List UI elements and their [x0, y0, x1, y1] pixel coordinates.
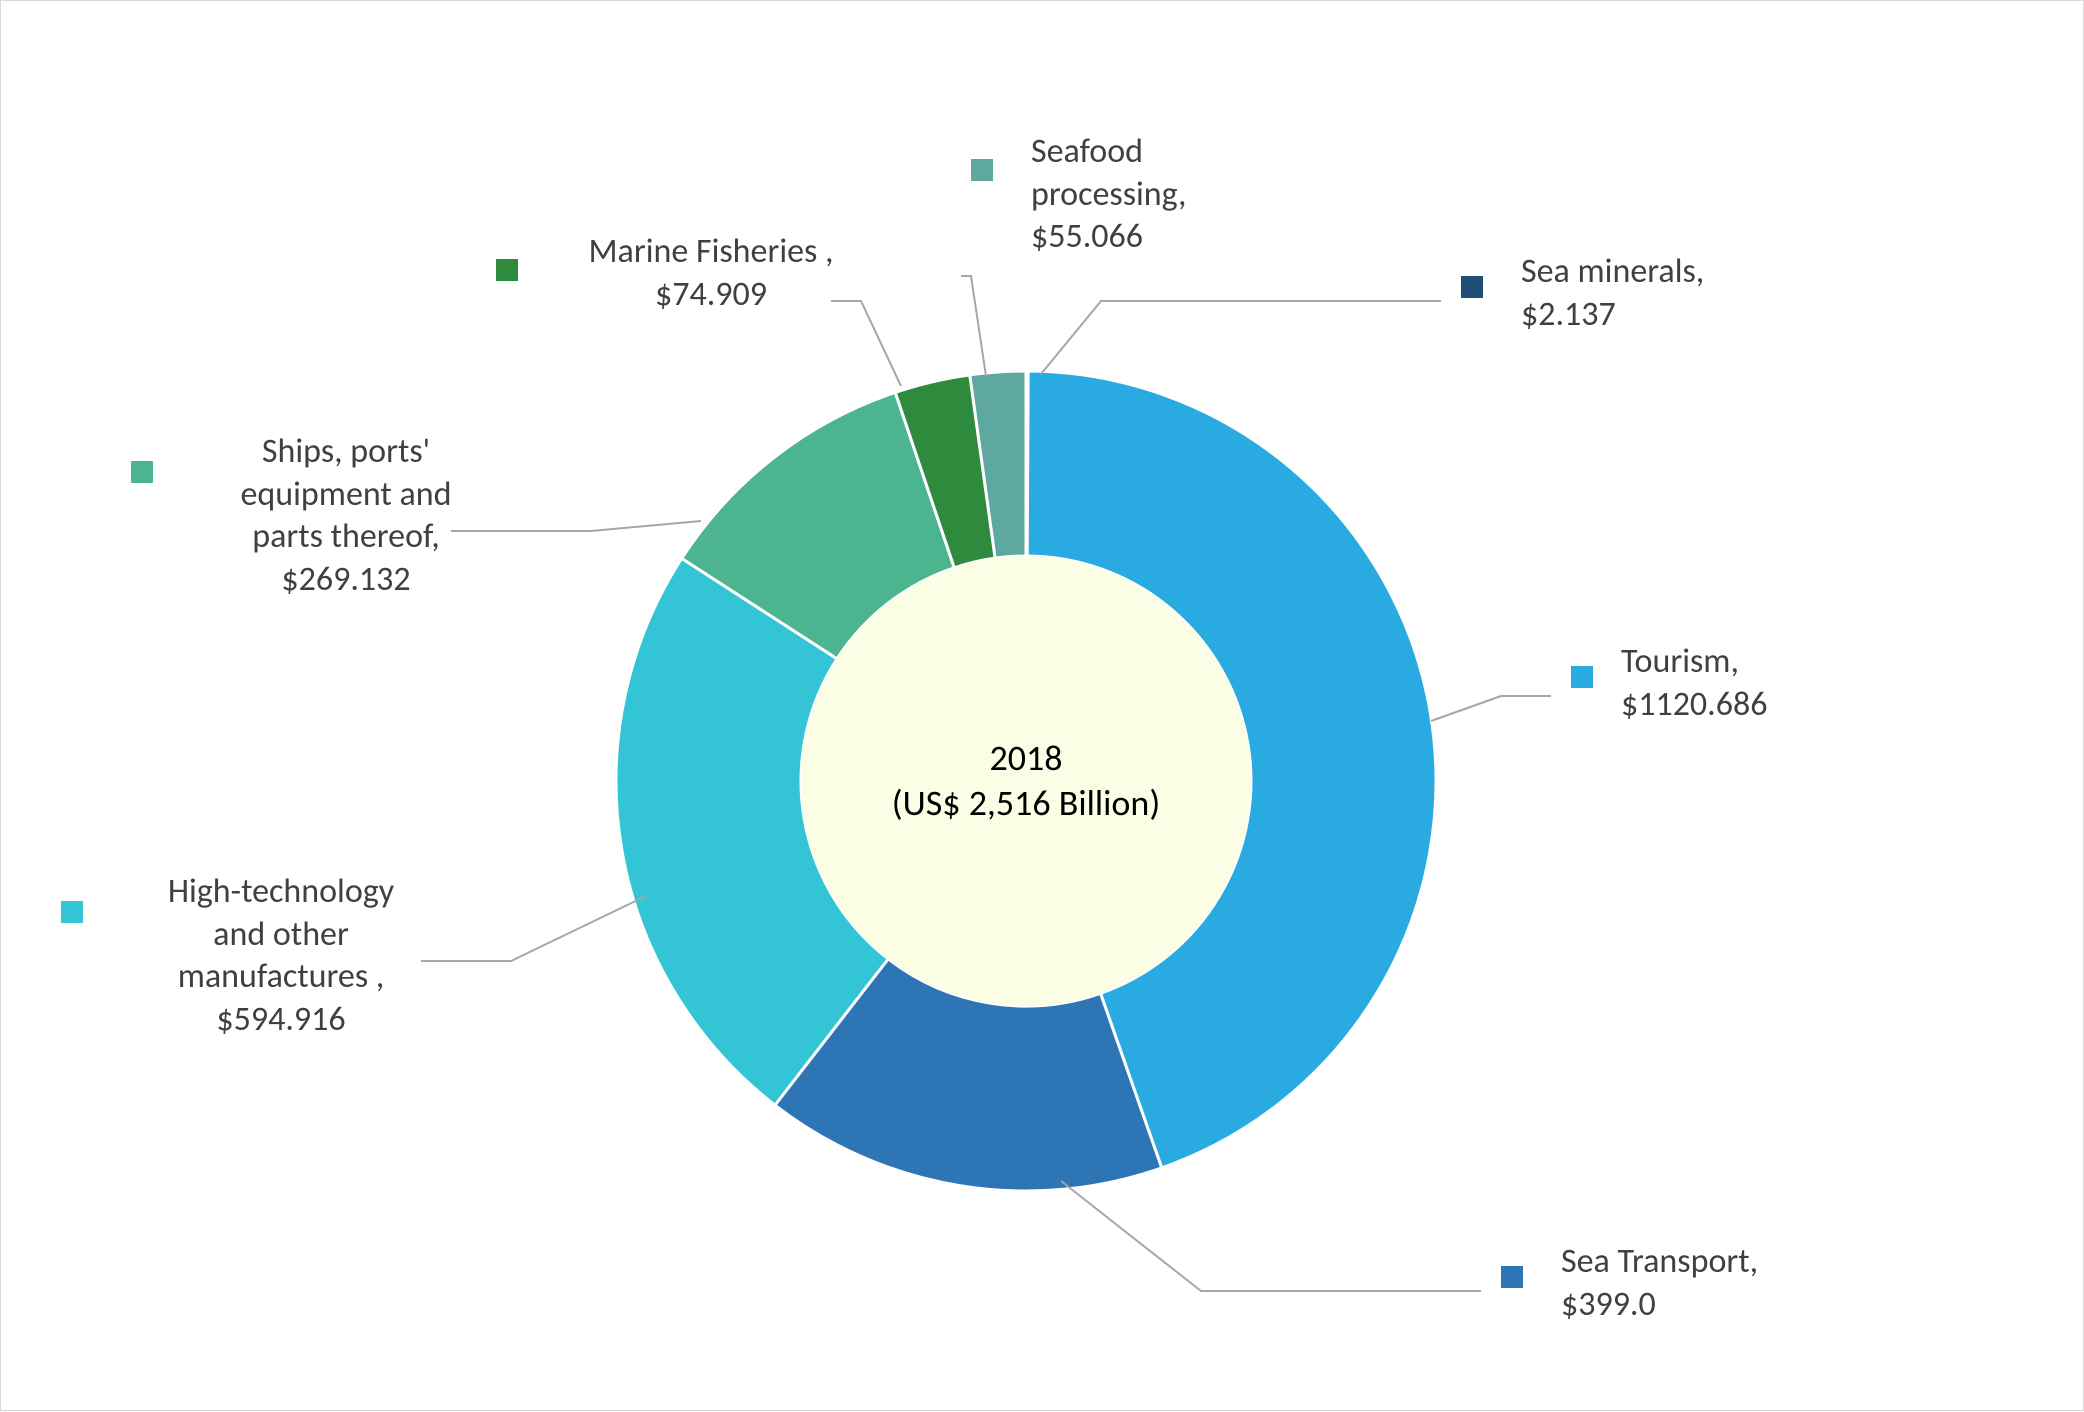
leader-line: [421, 896, 646, 961]
legend-swatch: [971, 159, 993, 181]
legend-swatch: [1501, 1266, 1523, 1288]
chart-frame: 2018 (US$ 2,516 Billion) Sea minerals, $…: [0, 0, 2084, 1411]
slice-label: Seafood processing, $55.066: [1031, 131, 1351, 259]
legend-swatch: [1571, 666, 1593, 688]
legend-swatch: [131, 461, 153, 483]
leader-line: [1041, 301, 1441, 374]
slice-label: Sea Transport, $399.0: [1561, 1241, 1881, 1326]
leader-line: [1431, 696, 1551, 721]
slice-label: Marine Fisheries , $74.909: [551, 231, 871, 316]
legend-swatch: [1461, 276, 1483, 298]
slice-label: Sea minerals, $2.137: [1521, 251, 1841, 336]
legend-swatch: [496, 259, 518, 281]
slice-label: Tourism, $1120.686: [1621, 641, 1941, 726]
slice-label: Ships, ports' equipment and parts thereo…: [186, 431, 506, 601]
legend-swatch: [61, 901, 83, 923]
center-title-line1: 2018: [761, 736, 1291, 781]
slice-label: High-technology and other manufactures ,…: [121, 871, 441, 1041]
center-title-line2: (US$ 2,516 Billion): [761, 781, 1291, 826]
leader-line: [1061, 1181, 1481, 1291]
chart-center-title: 2018 (US$ 2,516 Billion): [761, 736, 1291, 826]
leader-line: [961, 276, 986, 376]
